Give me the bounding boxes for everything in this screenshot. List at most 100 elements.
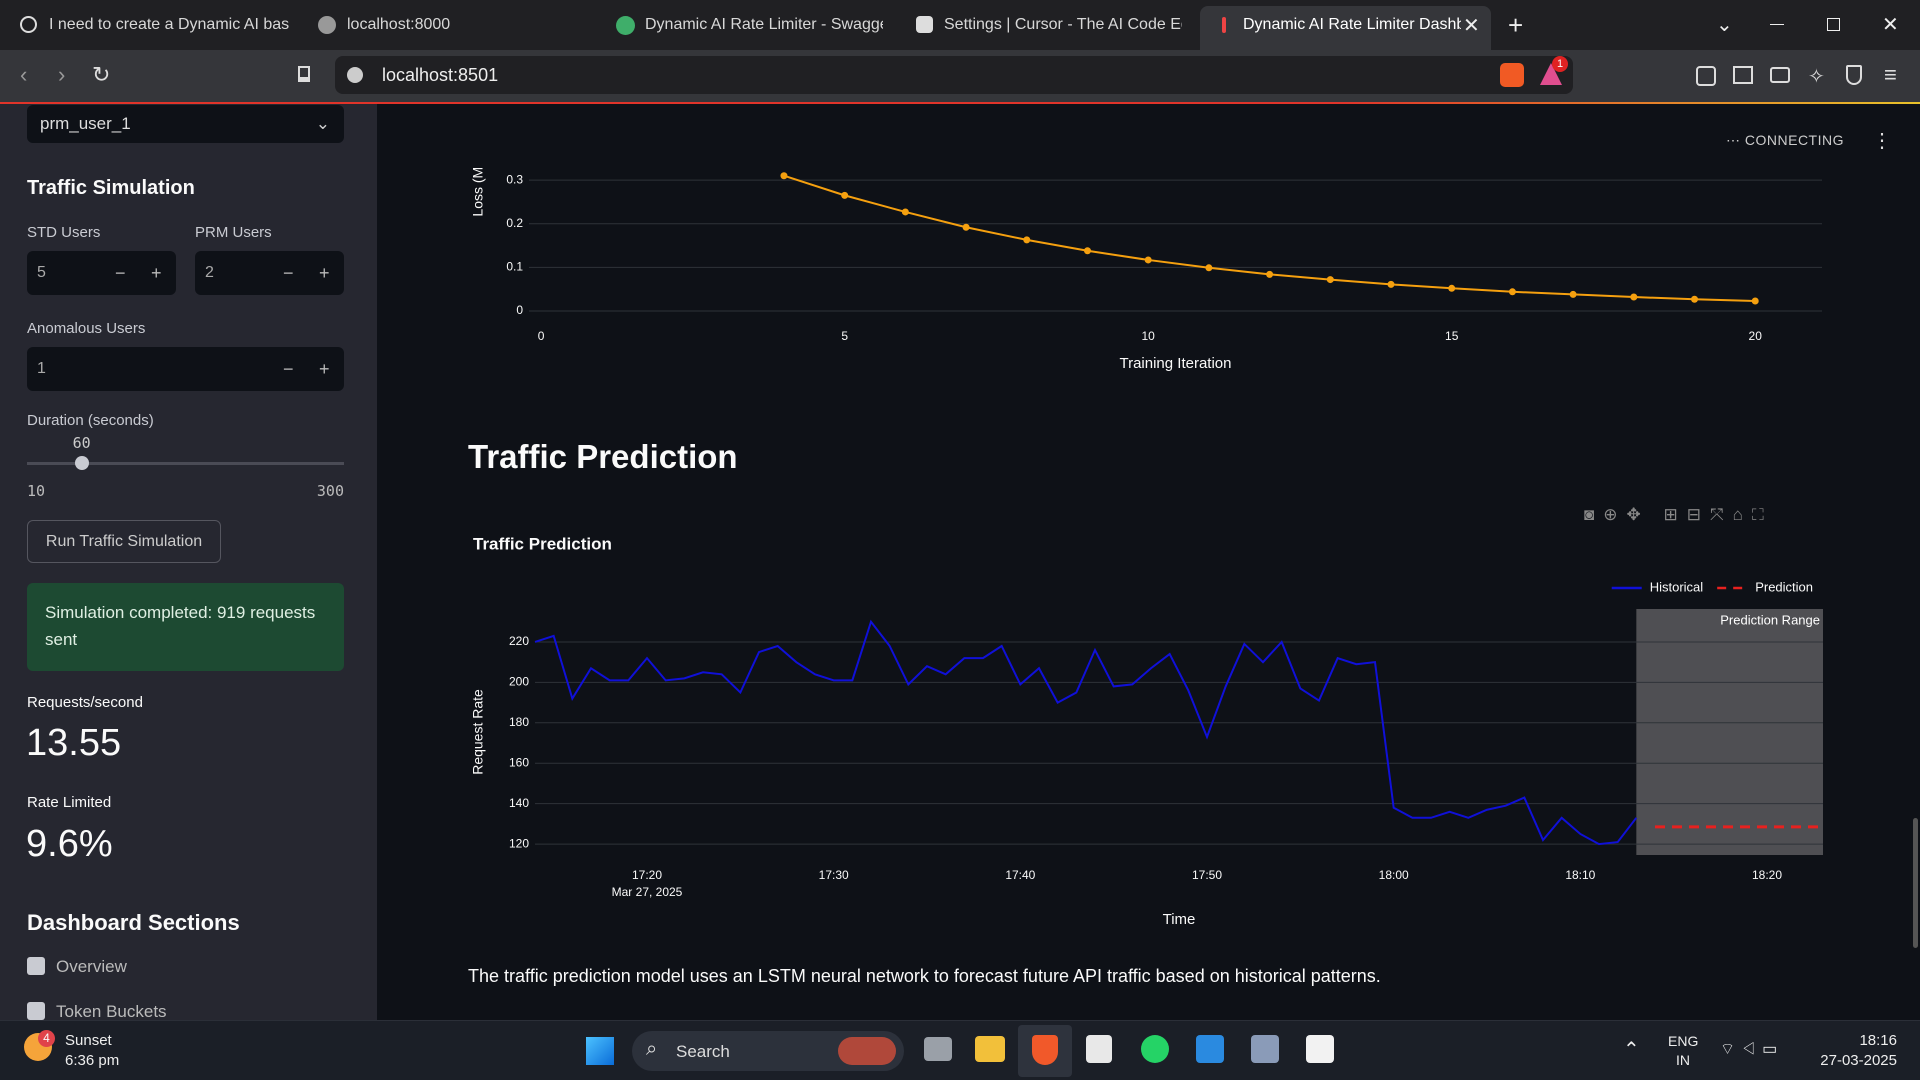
tray-icons[interactable]: ⌔◁▭ (1720, 1041, 1784, 1058)
input-label: STD Users (27, 224, 101, 241)
modebar[interactable]: ◙⊕✥ ⊞⊟⤧⌂⛶ (1584, 505, 1773, 524)
cursor[interactable] (1086, 1035, 1112, 1063)
wallet[interactable] (1770, 67, 1790, 83)
number-input[interactable]: 2 − + (195, 251, 344, 295)
y-axis-title: Loss (MAE) (470, 143, 486, 216)
extensions[interactable] (1696, 66, 1716, 86)
checkbox[interactable] (27, 957, 45, 975)
new-tab[interactable]: + (1508, 10, 1524, 40)
address-bar[interactable]: localhost:8501 1 (335, 56, 1573, 94)
decrement[interactable]: − (115, 263, 126, 283)
point (901, 208, 909, 216)
tab[interactable]: localhost:8000 (347, 16, 451, 33)
slider-track (27, 462, 344, 465)
reload[interactable]: ↻ (92, 62, 111, 87)
point (780, 172, 788, 180)
point (1387, 280, 1395, 288)
section-heading: Traffic Prediction (468, 438, 738, 475)
slider-knob[interactable] (74, 456, 89, 470)
status: ⋯ CONNECTING (1726, 132, 1845, 148)
vscode[interactable] (1196, 1035, 1224, 1063)
y-tick-label: 0.3 (506, 172, 523, 186)
app[interactable] (1251, 1035, 1279, 1063)
tab-strip: I need to create a Dynamic AI based loca… (0, 0, 1920, 50)
close-tab[interactable]: ✕ (1463, 15, 1480, 37)
tab[interactable]: Dynamic AI Rate Limiter - Swagger (645, 16, 883, 33)
vpn[interactable] (1846, 65, 1862, 85)
tab[interactable]: Dynamic AI Rate Limiter Dashb (1243, 16, 1461, 33)
user-select-value: prm_user_1 (40, 114, 131, 133)
x-tick-label: 17:30 (819, 868, 849, 882)
sidebar-toggle[interactable] (1733, 66, 1753, 84)
x-tick-label: 5 (841, 329, 848, 343)
close-window[interactable]: ✕ (1882, 14, 1899, 36)
start-button[interactable] (586, 1037, 614, 1065)
progress-line (0, 102, 1920, 104)
minimize[interactable] (1770, 24, 1784, 25)
increment[interactable]: + (319, 263, 330, 283)
bookmark[interactable] (298, 66, 310, 82)
brave[interactable] (1032, 1035, 1058, 1065)
tab-icon (916, 16, 933, 33)
restore[interactable] (1827, 18, 1840, 31)
tab-icon (318, 16, 336, 34)
notion[interactable] (1306, 1035, 1334, 1063)
tray-overflow[interactable]: ⌃ (1623, 1039, 1640, 1061)
input-label: PRM Users (195, 224, 272, 241)
language[interactable]: ENG (1668, 1033, 1699, 1049)
y-tick-label: 140 (509, 796, 529, 810)
tab-icon (1222, 17, 1226, 33)
metric-value: 9.6% (26, 823, 113, 865)
leo[interactable]: ✧ (1808, 66, 1825, 88)
user-select[interactable]: prm_user_1 ⌄ (27, 105, 344, 143)
slider[interactable]: 60 10 300 (27, 429, 344, 500)
loss-chart: 0 0.1 0.2 0.3 0 5 10 15 20 Training Iteration Loss… (470, 143, 1822, 372)
series-line (534, 619, 1638, 846)
slider-max: 300 (316, 482, 344, 500)
charts: 0 0.1 0.2 0.3 0 5 10 15 20 Training Iteration Loss… (470, 143, 1823, 928)
forward[interactable]: › (58, 62, 66, 87)
site-info[interactable] (347, 67, 363, 83)
legend-label: Prediction (1755, 579, 1813, 594)
sidebar-heading: Dashboard Sections (27, 910, 240, 935)
file-explorer[interactable] (975, 1036, 1005, 1062)
increment[interactable]: + (151, 263, 162, 283)
brave-shield[interactable] (1500, 63, 1524, 87)
run-button[interactable]: Run Traffic Simulation (27, 520, 221, 563)
increment[interactable]: + (319, 359, 330, 379)
point (1751, 297, 1759, 305)
menu[interactable]: ≡ (1884, 62, 1897, 87)
x-tick-label: 17:40 (1005, 868, 1035, 882)
checkbox-label: Token Buckets (56, 1002, 167, 1020)
toolbar: ‹ › ↻ localhost:8501 1 ✧ ≡ (0, 50, 1920, 102)
tab-menu[interactable]: ⌄ (1716, 14, 1733, 36)
tab[interactable]: Settings | Cursor - The AI Code Edit (944, 16, 1182, 33)
sidebar-heading: Traffic Simulation (27, 177, 195, 199)
main-menu[interactable]: ⋮ (1872, 130, 1892, 152)
slider-value: 60 (72, 434, 91, 452)
x-tick-label: 18:20 (1752, 868, 1782, 882)
point (1326, 276, 1334, 284)
decrement[interactable]: − (283, 359, 294, 379)
slider-label: Duration (seconds) (27, 412, 154, 429)
checkbox[interactable] (27, 1002, 45, 1020)
tab[interactable]: I need to create a Dynamic AI based (49, 16, 289, 33)
number-input[interactable]: 5 − + (27, 251, 176, 295)
back[interactable]: ‹ (20, 62, 28, 87)
task-view[interactable] (924, 1037, 952, 1061)
search-box[interactable]: ⌕ Search (632, 1031, 904, 1071)
x-axis-title: Time (1163, 911, 1196, 928)
decrement[interactable]: − (283, 263, 294, 283)
input-value: 2 (205, 264, 214, 281)
x-tick-label: 17:50 (1192, 868, 1222, 882)
weather-time: 6:36 pm (65, 1052, 120, 1069)
metric-label: Rate Limited (27, 794, 112, 811)
region-label: Prediction Range (1720, 612, 1820, 627)
clock-time[interactable]: 18:16 (1859, 1032, 1897, 1049)
y-tick-label: 220 (509, 634, 529, 648)
whatsapp[interactable] (1141, 1035, 1169, 1063)
number-input[interactable]: 1 − + (27, 347, 344, 391)
y-tick-label: 0.2 (506, 216, 523, 230)
